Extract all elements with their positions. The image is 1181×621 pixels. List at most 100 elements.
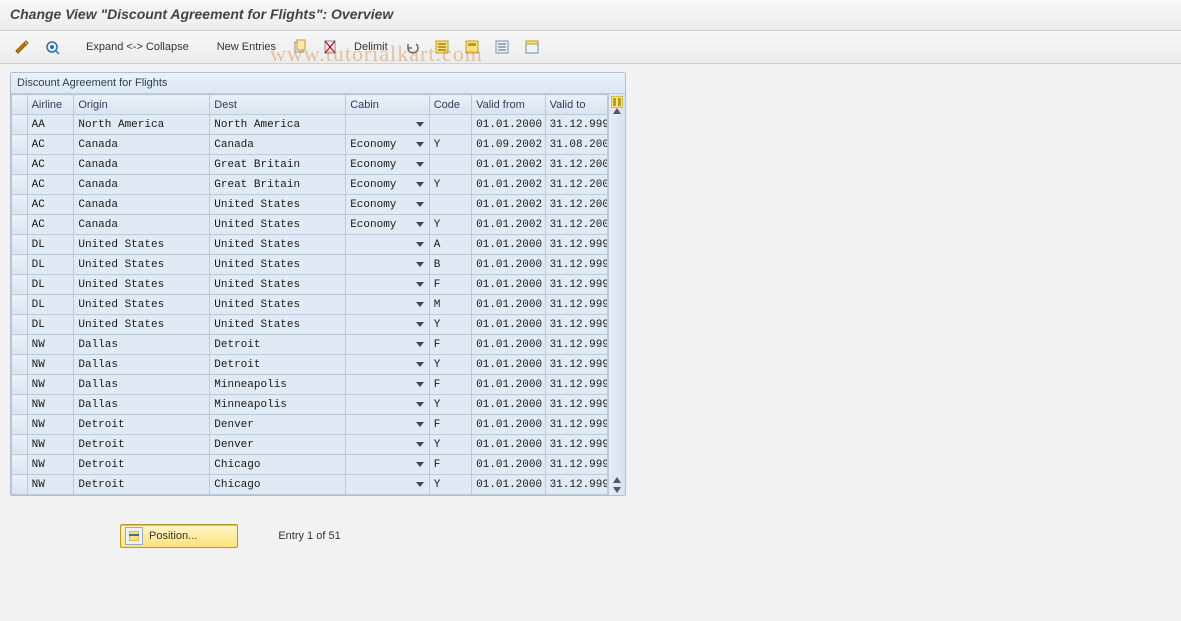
- position-button[interactable]: Position...: [120, 524, 238, 548]
- cell-dest[interactable]: United States: [210, 195, 346, 215]
- cell-to[interactable]: 31.12.999: [545, 235, 607, 255]
- col-valid-to[interactable]: Valid to: [545, 95, 607, 115]
- cell-dest[interactable]: Denver: [210, 435, 346, 455]
- col-valid-from[interactable]: Valid from: [472, 95, 546, 115]
- cell-airline[interactable]: NW: [27, 455, 74, 475]
- dropdown-icon[interactable]: [416, 222, 424, 227]
- cell-to[interactable]: 31.12.999: [545, 255, 607, 275]
- table-row[interactable]: NWDallasDetroitY01.01.200031.12.999: [12, 355, 608, 375]
- cell-cabin[interactable]: [346, 255, 430, 275]
- row-selector[interactable]: [12, 275, 28, 295]
- cell-code[interactable]: A: [429, 235, 471, 255]
- vertical-scrollbar[interactable]: [608, 94, 625, 495]
- cell-cabin[interactable]: Economy: [346, 135, 430, 155]
- cell-code[interactable]: M: [429, 295, 471, 315]
- cell-to[interactable]: 31.12.200: [545, 195, 607, 215]
- table-row[interactable]: NWDetroitDenverF01.01.200031.12.999: [12, 415, 608, 435]
- table-row[interactable]: NWDallasMinneapolisF01.01.200031.12.999: [12, 375, 608, 395]
- cell-code[interactable]: Y: [429, 135, 471, 155]
- dropdown-icon[interactable]: [416, 382, 424, 387]
- select-block-icon[interactable]: [460, 37, 484, 57]
- col-cabin[interactable]: Cabin: [346, 95, 430, 115]
- cell-to[interactable]: 31.12.999: [545, 315, 607, 335]
- cell-from[interactable]: 01.01.2000: [472, 355, 546, 375]
- cell-airline[interactable]: NW: [27, 335, 74, 355]
- cell-from[interactable]: 01.01.2002: [472, 155, 546, 175]
- cell-to[interactable]: 31.12.200: [545, 215, 607, 235]
- cell-airline[interactable]: DL: [27, 315, 74, 335]
- row-selector[interactable]: [12, 435, 28, 455]
- cell-cabin[interactable]: [346, 115, 430, 135]
- config-icon[interactable]: [520, 37, 544, 57]
- cell-from[interactable]: 01.01.2000: [472, 435, 546, 455]
- cell-dest[interactable]: Minneapolis: [210, 375, 346, 395]
- cell-cabin[interactable]: [346, 455, 430, 475]
- table-row[interactable]: DLUnited StatesUnited StatesB01.01.20003…: [12, 255, 608, 275]
- cell-from[interactable]: 01.01.2000: [472, 275, 546, 295]
- table-row[interactable]: ACCanadaUnited StatesEconomy01.01.200231…: [12, 195, 608, 215]
- dropdown-icon[interactable]: [416, 422, 424, 427]
- col-dest[interactable]: Dest: [210, 95, 346, 115]
- cell-from[interactable]: 01.09.2002: [472, 135, 546, 155]
- dropdown-icon[interactable]: [416, 182, 424, 187]
- cell-dest[interactable]: Canada: [210, 135, 346, 155]
- dropdown-icon[interactable]: [416, 122, 424, 127]
- cell-dest[interactable]: Detroit: [210, 355, 346, 375]
- cell-from[interactable]: 01.01.2000: [472, 375, 546, 395]
- table-row[interactable]: DLUnited StatesUnited StatesM01.01.20003…: [12, 295, 608, 315]
- dropdown-icon[interactable]: [416, 242, 424, 247]
- cell-origin[interactable]: Canada: [74, 175, 210, 195]
- dropdown-icon[interactable]: [416, 282, 424, 287]
- cell-to[interactable]: 31.12.200: [545, 155, 607, 175]
- cell-from[interactable]: 01.01.2000: [472, 395, 546, 415]
- cell-origin[interactable]: Detroit: [74, 455, 210, 475]
- cell-code[interactable]: F: [429, 275, 471, 295]
- cell-dest[interactable]: Chicago: [210, 455, 346, 475]
- cell-code[interactable]: F: [429, 375, 471, 395]
- cell-origin[interactable]: Canada: [74, 135, 210, 155]
- dropdown-icon[interactable]: [416, 442, 424, 447]
- cell-from[interactable]: 01.01.2000: [472, 295, 546, 315]
- row-selector[interactable]: [12, 215, 28, 235]
- cell-origin[interactable]: United States: [74, 295, 210, 315]
- scroll-up-icon[interactable]: [613, 108, 621, 114]
- cell-dest[interactable]: United States: [210, 215, 346, 235]
- cell-dest[interactable]: United States: [210, 255, 346, 275]
- cell-from[interactable]: 01.01.2000: [472, 455, 546, 475]
- cell-origin[interactable]: Detroit: [74, 435, 210, 455]
- cell-code[interactable]: [429, 155, 471, 175]
- cell-origin[interactable]: Canada: [74, 215, 210, 235]
- cell-dest[interactable]: Great Britain: [210, 175, 346, 195]
- cell-cabin[interactable]: [346, 395, 430, 415]
- table-row[interactable]: NWDallasMinneapolisY01.01.200031.12.999: [12, 395, 608, 415]
- cell-origin[interactable]: United States: [74, 315, 210, 335]
- cell-airline[interactable]: AC: [27, 135, 74, 155]
- copy-icon[interactable]: [288, 37, 312, 57]
- cell-origin[interactable]: Canada: [74, 195, 210, 215]
- cell-to[interactable]: 31.12.999: [545, 435, 607, 455]
- cell-airline[interactable]: NW: [27, 355, 74, 375]
- cell-code[interactable]: Y: [429, 475, 471, 495]
- row-selector[interactable]: [12, 175, 28, 195]
- cell-code[interactable]: Y: [429, 355, 471, 375]
- table-row[interactable]: DLUnited StatesUnited StatesA01.01.20003…: [12, 235, 608, 255]
- cell-origin[interactable]: Dallas: [74, 335, 210, 355]
- dropdown-icon[interactable]: [416, 402, 424, 407]
- cell-airline[interactable]: DL: [27, 255, 74, 275]
- table-row[interactable]: ACCanadaUnited StatesEconomyY01.01.20023…: [12, 215, 608, 235]
- cell-airline[interactable]: AC: [27, 215, 74, 235]
- cell-from[interactable]: 01.01.2000: [472, 235, 546, 255]
- cell-origin[interactable]: United States: [74, 235, 210, 255]
- expand-collapse-button[interactable]: Expand <-> Collapse: [80, 37, 195, 57]
- row-selector[interactable]: [12, 315, 28, 335]
- row-selector[interactable]: [12, 115, 28, 135]
- cell-dest[interactable]: Chicago: [210, 475, 346, 495]
- cell-dest[interactable]: United States: [210, 235, 346, 255]
- cell-origin[interactable]: Dallas: [74, 355, 210, 375]
- scroll-down-icon[interactable]: [613, 487, 621, 493]
- cell-cabin[interactable]: [346, 295, 430, 315]
- cell-dest[interactable]: Great Britain: [210, 155, 346, 175]
- table-row[interactable]: ACCanadaGreat BritainEconomy01.01.200231…: [12, 155, 608, 175]
- cell-code[interactable]: [429, 115, 471, 135]
- table-row[interactable]: DLUnited StatesUnited StatesY01.01.20003…: [12, 315, 608, 335]
